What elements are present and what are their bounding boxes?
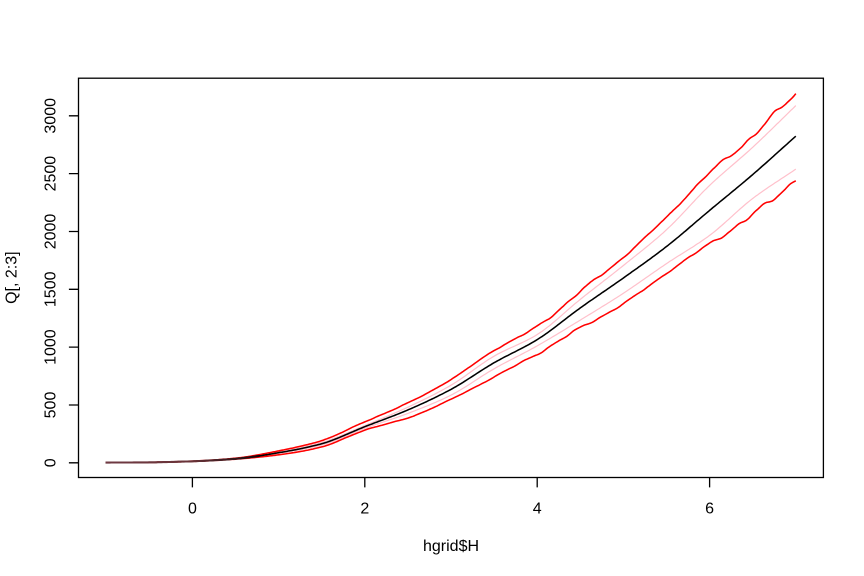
svg-text:6: 6 <box>705 500 714 517</box>
svg-text:1500: 1500 <box>43 271 60 307</box>
svg-text:0: 0 <box>188 500 197 517</box>
svg-text:500: 500 <box>43 392 60 419</box>
svg-text:2500: 2500 <box>43 156 60 192</box>
svg-text:Q[, 2:3]: Q[, 2:3] <box>4 251 21 303</box>
svg-text:1000: 1000 <box>43 329 60 365</box>
svg-text:hgrid$H: hgrid$H <box>423 538 479 555</box>
svg-text:3000: 3000 <box>43 98 60 134</box>
svg-text:2000: 2000 <box>43 214 60 250</box>
svg-text:2: 2 <box>360 500 369 517</box>
svg-text:0: 0 <box>43 458 60 467</box>
svg-text:4: 4 <box>533 500 542 517</box>
